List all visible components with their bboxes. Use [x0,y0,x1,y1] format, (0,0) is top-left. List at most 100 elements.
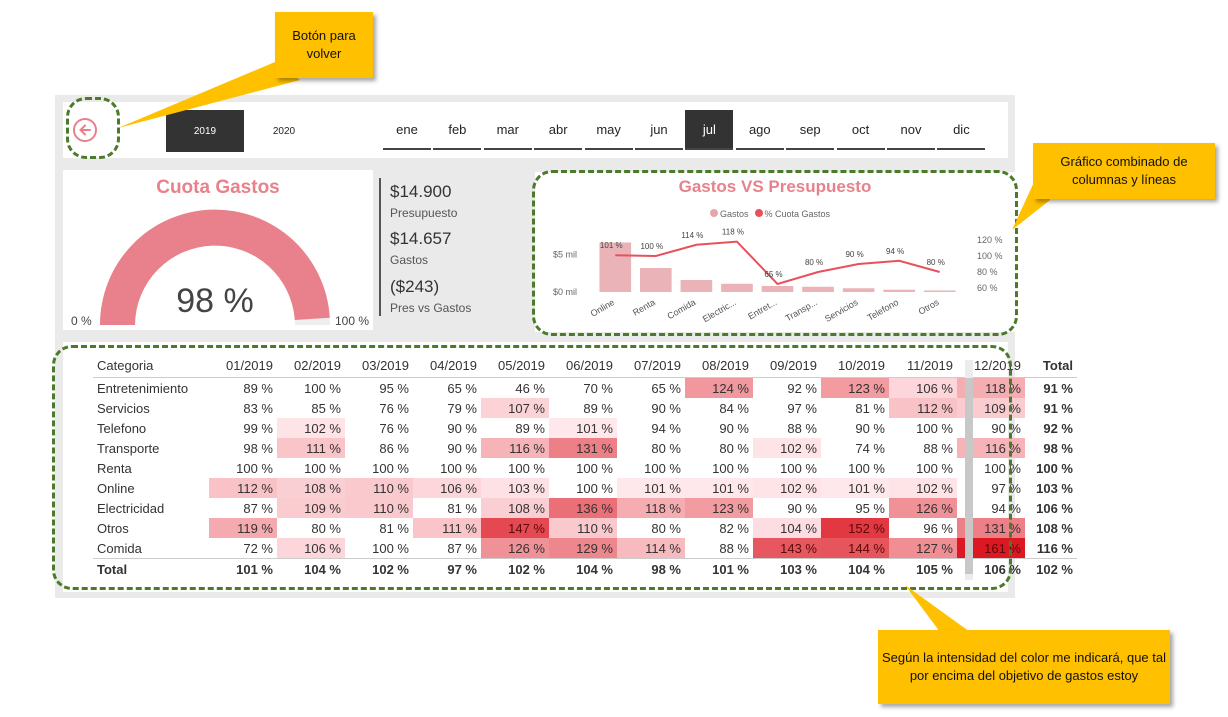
month-slicer-sep[interactable]: sep [786,110,835,150]
month-slicer-ene[interactable]: ene [383,110,431,150]
month-slicer-nov[interactable]: nov [887,110,935,150]
matrix-cell: 118 % [957,377,1025,398]
matrix-cell: 108 % [481,498,549,518]
matrix-cell: 100 % [848,460,885,476]
matrix-row-category: Otros [97,520,129,536]
matrix-cell: 88 % [923,440,953,456]
expense-matrix: Categoria 01/2019 02/2019 03/2019 04/2019 05/… [93,353,1077,579]
matrix-cell: 104 % [277,558,345,579]
matrix-cell: 95 % [379,380,409,396]
gauge-max-label: 100 % [335,314,370,328]
matrix-cell: 87 % [447,540,477,556]
matrix-row: Otros 119 % 80 % 81 % 111 % 147 % 110 % 80 % 82 … [93,518,1077,538]
month-slicer-mar[interactable]: mar [483,110,532,150]
matrix-cell: 100 % [372,460,409,476]
matrix-column-header[interactable]: 07/2019 [617,353,685,378]
year-slicer-2019[interactable]: 2019 [166,110,244,152]
matrix-column-header[interactable]: Total [1025,353,1077,378]
matrix-cell: 100 % [916,460,953,476]
matrix-cell: 101 % [209,558,277,579]
month-slicer-oct[interactable]: oct [836,110,885,150]
kpi-budget-label: Presupuesto [390,206,458,220]
matrix-row-category: Servicios [97,400,150,416]
matrix-column-header[interactable]: 11/2019 [889,353,957,378]
matrix-cell: 111 % [277,438,345,458]
matrix-column-header[interactable]: 03/2019 [345,353,413,378]
matrix-column-header[interactable]: 01/2019 [209,353,277,378]
year-slicer-2020[interactable]: 2020 [272,125,296,137]
matrix-cell: 81 % [379,520,409,536]
matrix-cell: 90 % [447,420,477,436]
matrix-column-header[interactable]: 05/2019 [481,353,549,378]
month-slicer-jun[interactable]: jun [635,110,683,150]
matrix-cell: 88 % [787,420,817,436]
matrix-cell: 88 % [719,540,749,556]
gauge-chart [99,209,330,325]
month-slicer-abr[interactable]: abr [534,110,583,150]
matrix-cell: 94 % [991,500,1021,516]
matrix-cell: 100 % [304,460,341,476]
matrix-cell: 104 % [549,558,617,579]
month-slicer-may[interactable]: may [584,110,633,150]
matrix-cell: 80 % [651,520,681,536]
line-data-label: 118 % [722,228,744,237]
matrix-cell: 90 % [651,400,681,416]
matrix-cell: 109 % [277,498,345,518]
matrix-cell: 106 % [889,377,957,398]
matrix-scrollbar-thumb[interactable] [965,378,973,574]
month-slicer-feb[interactable]: feb [433,110,482,150]
matrix-cell: 87 % [243,500,273,516]
matrix-cell: 89 % [515,420,545,436]
matrix-column-header[interactable]: 06/2019 [549,353,617,378]
legend-cuota: % Cuota Gastos [754,209,830,219]
matrix-cell: 90 % [855,420,885,436]
matrix-row-category: Transporte [97,440,160,456]
y-left-tick-label: $5 mil [553,250,577,260]
matrix-cell: 96 % [923,520,953,536]
y-left-tick-label: $0 mil [553,287,577,297]
matrix-cell: 112 % [209,478,277,498]
matrix-cell: 116 % [957,438,1025,458]
kpi-divider [379,178,381,316]
matrix-cell: 90 % [991,420,1021,436]
matrix-row-total: 108 % [1036,520,1073,536]
matrix-row-category: Telefono [97,420,147,436]
month-slicer-ago[interactable]: ago [735,110,784,150]
matrix-cell: 116 % [481,438,549,458]
matrix-cell: 131 % [549,438,617,458]
matrix-cell: 84 % [719,400,749,416]
kpi-expenses-value: $14.657 [390,229,452,248]
month-slicer-dic[interactable]: dic [937,110,986,150]
line-data-label: 114 % [681,231,703,240]
month-slicer-jul[interactable]: jul [685,110,734,150]
matrix-cell: 147 % [481,518,549,538]
matrix-highlight [52,345,1012,590]
matrix-cell: 123 % [685,498,753,518]
matrix-column-header[interactable]: 08/2019 [685,353,753,378]
matrix-column-header[interactable]: 10/2019 [821,353,889,378]
matrix-cell: 100 % [508,460,545,476]
matrix-cell: 110 % [549,518,617,538]
chart-highlight [532,170,1018,336]
matrix-cell: 102 % [277,418,345,438]
matrix-cell: 126 % [889,498,957,518]
matrix-column-header[interactable]: 02/2019 [277,353,345,378]
matrix-cell: 100 % [644,460,681,476]
matrix-cell: 102 % [889,478,957,498]
matrix-row-category: Online [97,480,135,496]
matrix-row-category: Total [93,558,209,579]
matrix-cell: 74 % [855,440,885,456]
matrix-column-header[interactable]: 09/2019 [753,353,821,378]
matrix-cell: 80 % [651,440,681,456]
matrix-row-total: 91 % [1043,400,1073,416]
callout-combo-chart: Gráfico combinado de columnas y líneas [1033,143,1215,199]
matrix-cell: 101 % [821,478,889,498]
matrix-row: Servicios 83 % 85 % 76 % 79 % 107 % 89 % 90 % 84… [93,398,1077,418]
matrix-cell: 112 % [889,398,957,418]
matrix-cell: 95 % [855,500,885,516]
matrix-column-header[interactable]: 04/2019 [413,353,481,378]
bar-gastos-0 [599,242,632,292]
matrix-column-header[interactable]: Categoria [93,353,209,378]
matrix-cell: 97 % [991,480,1021,496]
matrix-cell: 100 % [712,460,749,476]
